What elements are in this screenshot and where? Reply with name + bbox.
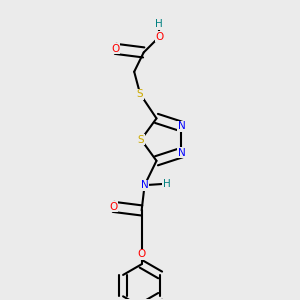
Text: O: O — [137, 249, 146, 260]
Text: O: O — [111, 44, 120, 54]
Text: S: S — [138, 135, 144, 145]
Text: O: O — [109, 202, 118, 212]
Text: N: N — [141, 180, 148, 190]
Text: N: N — [178, 122, 185, 131]
Text: S: S — [137, 89, 143, 99]
Text: H: H — [163, 179, 171, 189]
Text: H: H — [155, 20, 163, 29]
Text: O: O — [155, 32, 163, 42]
Text: N: N — [178, 148, 185, 158]
